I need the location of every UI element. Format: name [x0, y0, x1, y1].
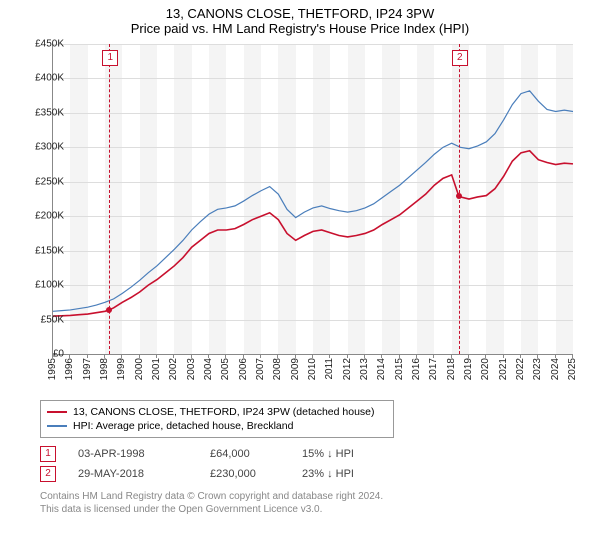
credits-line1: Contains HM Land Registry data © Crown c… — [40, 490, 600, 503]
event-pct: 15% ↓ HPI — [302, 448, 402, 460]
legend-swatch — [47, 425, 67, 427]
x-axis-label: 1999 — [116, 358, 127, 380]
event-marker-dot — [456, 193, 462, 199]
x-axis-label: 2024 — [550, 358, 561, 380]
line-svg — [53, 44, 573, 354]
event-row: 2 29-MAY-2018 £230,000 23% ↓ HPI — [40, 464, 600, 484]
x-axis-label: 2016 — [411, 358, 422, 380]
x-axis-label: 2003 — [186, 358, 197, 380]
credits-line2: This data is licensed under the Open Gov… — [40, 503, 600, 516]
x-axis-label: 2008 — [272, 358, 283, 380]
y-axis-label: £350K — [35, 107, 64, 118]
credits: Contains HM Land Registry data © Crown c… — [40, 490, 600, 516]
series-line — [53, 151, 573, 316]
x-axis-label: 2013 — [359, 358, 370, 380]
event-date: 29-MAY-2018 — [78, 468, 188, 480]
x-axis-label: 2015 — [394, 358, 405, 380]
x-axis-label: 2009 — [290, 358, 301, 380]
y-axis-label: £150K — [35, 245, 64, 256]
x-axis-label: 2022 — [515, 358, 526, 380]
x-axis-label: 2012 — [342, 358, 353, 380]
x-axis-label: 2006 — [238, 358, 249, 380]
y-axis-label: £200K — [35, 211, 64, 222]
x-axis-label: 1997 — [82, 358, 93, 380]
y-axis-label: £450K — [35, 39, 64, 50]
legend-label: HPI: Average price, detached house, Brec… — [73, 420, 293, 432]
y-axis-label: £400K — [35, 73, 64, 84]
x-axis-label: 2002 — [168, 358, 179, 380]
chart-title: 13, CANONS CLOSE, THETFORD, IP24 3PW — [0, 0, 600, 21]
legend-label: 13, CANONS CLOSE, THETFORD, IP24 3PW (de… — [73, 406, 375, 418]
x-axis-label: 2010 — [307, 358, 318, 380]
event-date: 03-APR-1998 — [78, 448, 188, 460]
x-axis-label: 2025 — [567, 358, 578, 380]
plot-area: 12 — [52, 44, 573, 355]
event-price: £64,000 — [210, 448, 280, 460]
x-axis-label: 2005 — [220, 358, 231, 380]
x-axis-label: 2017 — [428, 358, 439, 380]
event-marker-label: 2 — [452, 50, 468, 66]
event-price: £230,000 — [210, 468, 280, 480]
x-axis-label: 2001 — [151, 358, 162, 380]
legend-item: HPI: Average price, detached house, Brec… — [47, 419, 387, 433]
chart-area: 12 £0£50K£100K£150K£200K£250K£300K£350K£… — [40, 44, 600, 394]
x-axis-label: 2023 — [532, 358, 543, 380]
event-marker-dot — [106, 307, 112, 313]
event-number: 1 — [40, 446, 56, 462]
legend-item: 13, CANONS CLOSE, THETFORD, IP24 3PW (de… — [47, 405, 387, 419]
legend: 13, CANONS CLOSE, THETFORD, IP24 3PW (de… — [40, 400, 580, 438]
y-axis-label: £300K — [35, 142, 64, 153]
y-axis-label: £50K — [41, 314, 64, 325]
x-axis-label: 1995 — [47, 358, 58, 380]
x-axis-label: 1998 — [99, 358, 110, 380]
x-axis-label: 2019 — [463, 358, 474, 380]
x-axis-label: 2018 — [446, 358, 457, 380]
legend-swatch — [47, 411, 67, 413]
event-vline — [459, 44, 460, 354]
event-row: 1 03-APR-1998 £64,000 15% ↓ HPI — [40, 444, 600, 464]
x-axis-label: 2004 — [203, 358, 214, 380]
events-table: 1 03-APR-1998 £64,000 15% ↓ HPI 2 29-MAY-2018… — [40, 444, 600, 484]
x-axis-label: 2020 — [480, 358, 491, 380]
x-axis-label: 2007 — [255, 358, 266, 380]
x-axis-label: 2011 — [324, 358, 335, 380]
x-axis-label: 2014 — [376, 358, 387, 380]
y-axis-label: £250K — [35, 176, 64, 187]
chart-subtitle: Price paid vs. HM Land Registry's House … — [0, 21, 600, 40]
series-line — [53, 91, 573, 311]
y-axis-label: £100K — [35, 280, 64, 291]
x-axis-label: 2021 — [498, 358, 509, 380]
event-number: 2 — [40, 466, 56, 482]
legend-box: 13, CANONS CLOSE, THETFORD, IP24 3PW (de… — [40, 400, 394, 438]
event-marker-label: 1 — [102, 50, 118, 66]
x-axis-label: 1996 — [64, 358, 75, 380]
x-axis-label: 2000 — [134, 358, 145, 380]
event-pct: 23% ↓ HPI — [302, 468, 402, 480]
